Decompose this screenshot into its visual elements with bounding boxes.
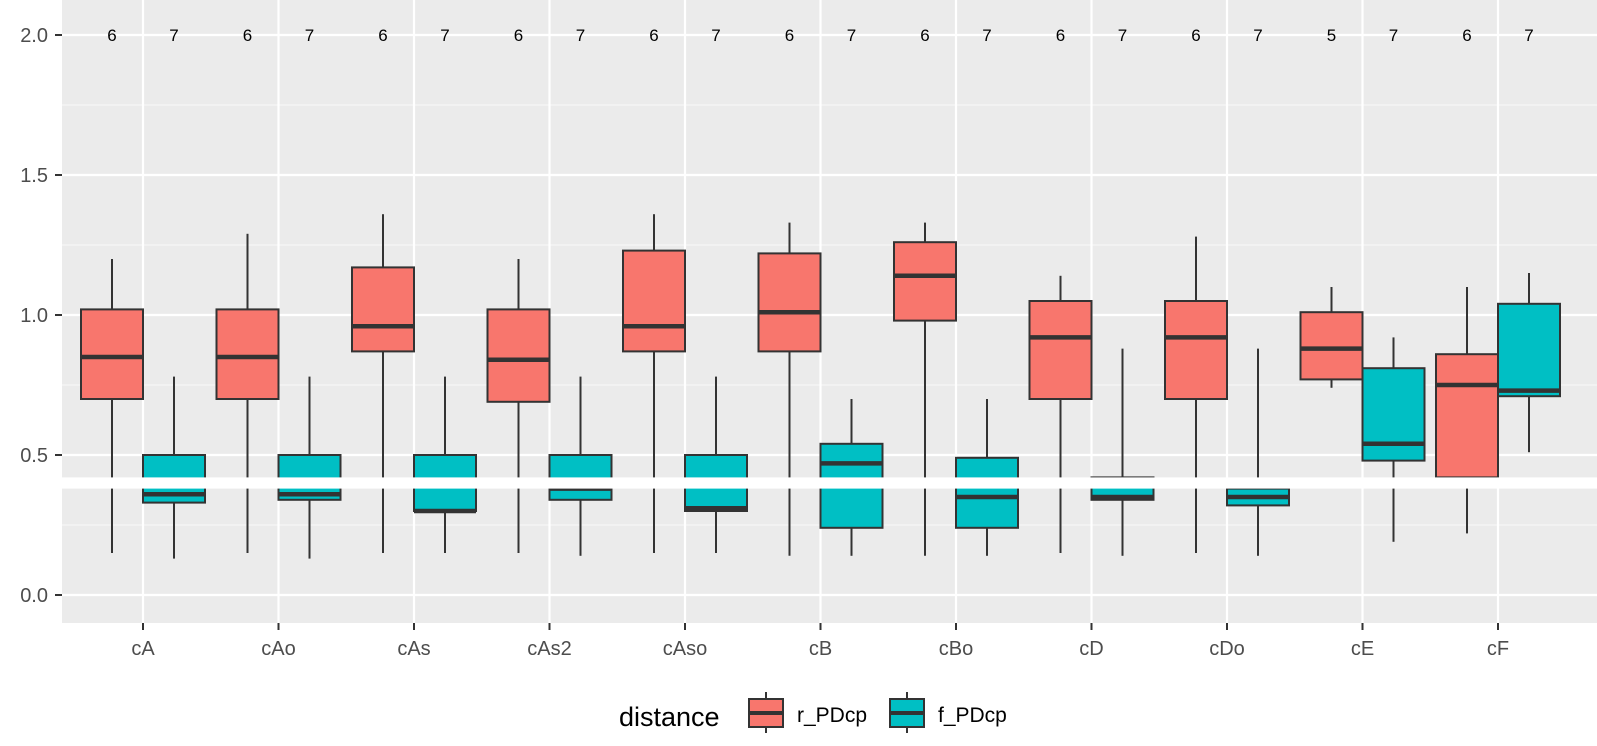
count-label: 6 [649,26,658,45]
x-tick-label: cDo [1209,638,1245,660]
box-iqr [622,249,686,353]
x-tick-label: cAso [663,638,707,660]
count-label: 6 [785,26,794,45]
box-f_PDcp-cDo [1226,348,1290,556]
box-r_PDcp-cE [1299,287,1364,388]
count-label: 7 [1118,26,1127,45]
box-f_PDcp-cF [1497,273,1561,453]
x-tick-label: cAo [261,638,295,660]
x-tick-label: cAs [397,638,430,660]
box-r_PDcp-cAs2 [486,259,551,553]
count-label: 7 [1389,26,1398,45]
y-tick-label: 1.0 [20,305,48,327]
count-label: 7 [1524,26,1533,45]
box-r_PDcp-cAso [622,214,686,553]
box-iqr [955,456,1019,529]
y-tick-label: 2.0 [20,25,48,47]
box-iqr [1435,353,1499,479]
y-tick-label: 0.0 [20,585,48,607]
box-iqr [486,308,551,403]
box-r_PDcp-cA [80,259,144,553]
box-iqr [1164,300,1228,400]
box-f_PDcp-cBo [955,399,1019,556]
box-f_PDcp-cE [1361,337,1426,542]
legend-label-f-pdcp: f_PDcp [938,704,1007,727]
plot-panel [62,0,1597,623]
count-labels: 6 6 6 6 6 6 6 6 6 5 6 7 7 7 7 7 7 7 7 7 7 7 [107,26,1533,45]
box-iqr [1361,367,1426,462]
legend-key-f-pdcp [889,692,925,733]
white-band [62,477,1597,489]
x-tick-label: cB [809,638,832,660]
overlay-band [62,477,1597,489]
count-label: 6 [1462,26,1471,45]
box-iqr [1028,300,1093,400]
legend-key-r-pdcp [748,692,784,733]
y-axis: 0.0 0.5 1.0 1.5 2.0 [20,25,62,607]
count-label: 7 [169,26,178,45]
box-r_PDcp-cF [1435,287,1499,534]
count-label: 6 [920,26,929,45]
legend-label-r-pdcp: r_PDcp [797,704,867,727]
x-tick-label: cAs2 [527,638,571,660]
box-iqr [757,252,822,353]
box-r_PDcp-cDo [1164,236,1228,553]
count-label: 7 [711,26,720,45]
count-label: 7 [440,26,449,45]
box-r_PDcp-cAo [215,233,280,553]
y-tick-label: 1.5 [20,165,48,187]
box-iqr [1299,311,1364,381]
box-iqr [215,308,280,400]
count-label: 6 [378,26,387,45]
y-tick-label: 0.5 [20,445,48,467]
count-label: 7 [1253,26,1262,45]
x-tick-label: cBo [939,638,973,660]
box-iqr [1497,302,1561,398]
count-label: 5 [1327,26,1336,45]
count-label: 7 [576,26,585,45]
count-label: 7 [305,26,314,45]
count-label: 6 [514,26,523,45]
count-label: 6 [243,26,252,45]
box-iqr [351,266,415,353]
box-r_PDcp-cD [1028,275,1093,553]
legend-title: distance [619,702,720,732]
x-tick-label: cA [131,638,155,660]
count-label: 6 [107,26,116,45]
box-iqr [893,241,957,322]
count-label: 6 [1056,26,1065,45]
x-tick-label: cF [1487,638,1509,660]
legend: distance r_PDcp f_PDcp [619,692,1007,733]
count-label: 7 [982,26,991,45]
box-r_PDcp-cB [757,222,822,556]
count-label: 6 [1191,26,1200,45]
box-iqr [80,308,144,400]
box-r_PDcp-cAs [351,214,415,553]
x-axis: cA cAo cAs cAs2 cAso cB cBo cD cDo cE cF [131,623,1509,660]
box-r_PDcp-cBo [893,222,957,556]
x-tick-label: cD [1079,638,1103,660]
x-tick-label: cE [1351,638,1374,660]
count-label: 7 [847,26,856,45]
